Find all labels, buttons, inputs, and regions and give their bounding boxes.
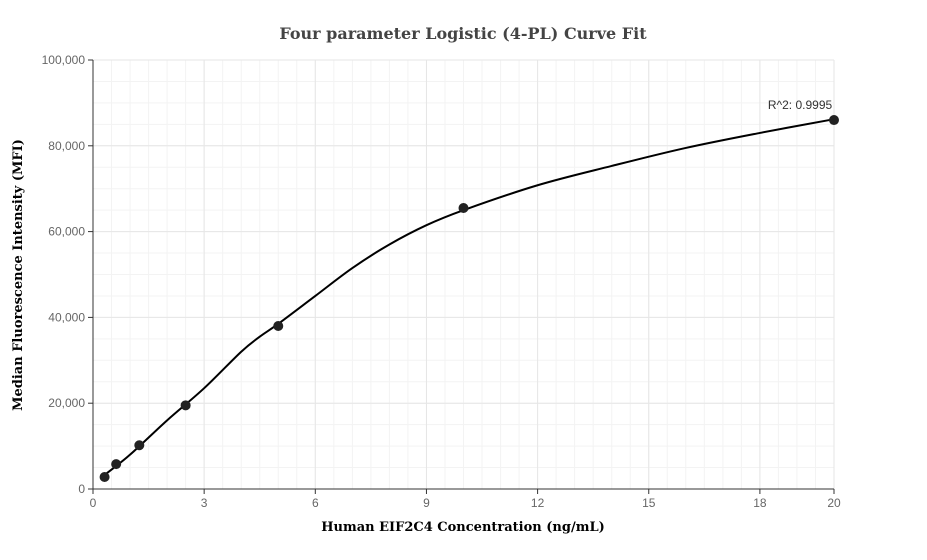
fit-curve-line bbox=[103, 118, 835, 477]
y-axis-label: Median Fluorescence Intensity (MFI) bbox=[11, 139, 26, 411]
x-tick-label: 0 bbox=[90, 496, 97, 510]
data-point bbox=[180, 400, 191, 411]
y-tick-label: 40,000 bbox=[48, 310, 85, 324]
y-tick-label: 100,000 bbox=[42, 53, 86, 67]
ticks: 0 3 6 9 12 15 18 20 0 20,000 40,000 60,000 80,000 100… bbox=[42, 53, 841, 510]
y-tick-label: 60,000 bbox=[48, 225, 85, 239]
data-point bbox=[99, 471, 110, 482]
data-point bbox=[134, 440, 145, 451]
r-squared-annotation: R^2: 0.9995 bbox=[768, 98, 833, 112]
y-tick-label: 20,000 bbox=[48, 396, 85, 410]
annotations: R^2: 0.9995 bbox=[768, 98, 833, 112]
x-tick-label: 15 bbox=[642, 496, 656, 510]
data-point bbox=[829, 115, 839, 126]
data-points bbox=[99, 115, 839, 482]
x-tick-label: 20 bbox=[827, 496, 841, 510]
grid bbox=[92, 59, 835, 490]
data-point bbox=[458, 203, 469, 214]
y-tick-label: 80,000 bbox=[48, 139, 85, 153]
x-tick-label: 18 bbox=[753, 496, 767, 510]
y-tick-label: 0 bbox=[78, 482, 85, 496]
data-point bbox=[111, 459, 122, 470]
x-tick-label: 3 bbox=[201, 496, 208, 510]
x-tick-label: 9 bbox=[423, 496, 430, 510]
chart-title: Four parameter Logistic (4-PL) Curve Fit bbox=[279, 24, 647, 43]
x-tick-label: 12 bbox=[531, 496, 545, 510]
axes bbox=[92, 60, 834, 490]
x-tick-label: 6 bbox=[312, 496, 319, 510]
x-axis-label: Human EIF2C4 Concentration (ng/mL) bbox=[321, 520, 605, 535]
data-point bbox=[273, 320, 284, 331]
